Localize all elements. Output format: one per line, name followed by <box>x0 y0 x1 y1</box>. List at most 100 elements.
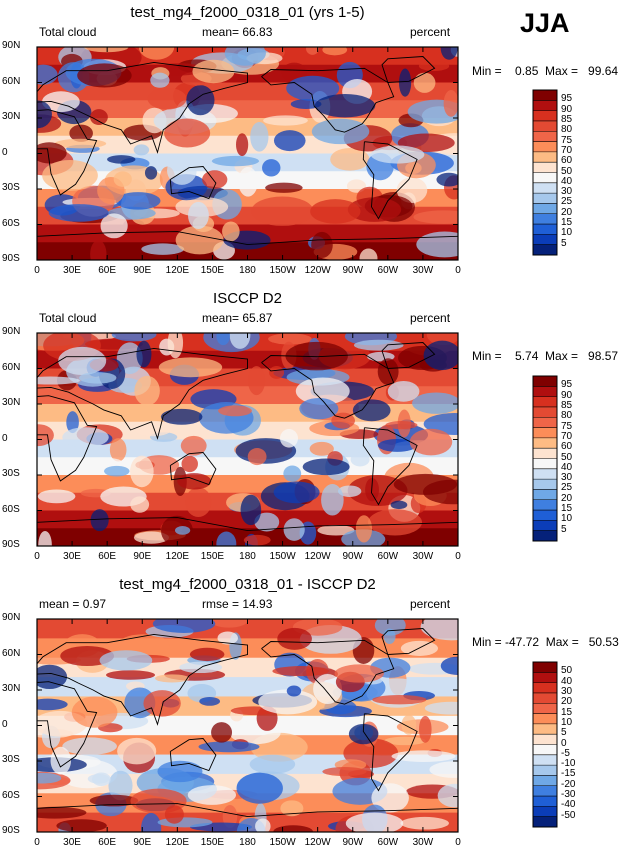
colorbar-label: -10 <box>561 758 576 770</box>
colorbar-label: 5 <box>561 727 567 739</box>
lat-tick-label: 0 <box>2 432 8 444</box>
colorbar-swatch <box>533 193 557 204</box>
coastlines <box>37 628 458 818</box>
map-field <box>37 619 458 832</box>
lon-tick-label: 120W <box>304 837 331 848</box>
colorbar-label: 60 <box>561 155 573 167</box>
lon-tick-label: 60W <box>377 265 399 276</box>
colorbar-swatch <box>533 151 557 163</box>
colorbar-swatch <box>533 90 557 101</box>
lon-tick-label: 90E <box>133 265 152 276</box>
colorbar-swatch <box>533 765 557 776</box>
colorbar-label: 85 <box>561 113 573 125</box>
lat-tick-label: 30N <box>2 683 21 694</box>
lat-tick-label: 30N <box>2 397 21 408</box>
lon-tick-label: 150E <box>200 265 225 276</box>
colorbar-label: 25 <box>561 482 573 494</box>
panel-2 <box>36 332 558 547</box>
colorbar-label: 80 <box>561 410 573 422</box>
panel-left-label: Total cloud <box>39 25 97 39</box>
colorbar-swatch <box>533 396 557 408</box>
colorbar-label: 50 <box>561 451 573 463</box>
colorbar-swatch <box>533 682 557 694</box>
lon-tick-label: 150W <box>269 551 296 562</box>
lon-tick-label: 60E <box>98 551 117 562</box>
lon-tick-label: 150W <box>269 265 296 276</box>
lon-tick-label: 90W <box>342 551 364 562</box>
lon-tick-label: 120E <box>165 265 189 276</box>
colorbar-label: 80 <box>561 124 573 136</box>
lat-tick-label: 30S <box>2 754 20 765</box>
panel-minmax: Min = 5.74 Max = 98.57 <box>472 349 619 363</box>
colorbar-swatch <box>533 182 557 194</box>
lon-tick-label: 0 <box>34 265 40 276</box>
coastlines <box>37 56 458 246</box>
colorbar-label: 40 <box>561 175 573 187</box>
lat-tick-label: 60N <box>2 361 21 373</box>
panel-1 <box>36 46 558 261</box>
colorbar-swatch <box>533 203 557 215</box>
colorbar-label: 50 <box>561 165 573 177</box>
colorbar-swatch <box>533 744 557 756</box>
colorbar-label: 50 <box>561 665 573 677</box>
colorbar-label: 75 <box>561 134 573 146</box>
colorbar-label: 75 <box>561 420 573 432</box>
colorbar-label: 95 <box>561 93 573 105</box>
lon-tick-label: 60E <box>98 837 117 848</box>
colorbar-swatch <box>533 796 557 807</box>
lat-tick-label: 0 <box>2 146 8 158</box>
colorbar <box>532 89 558 256</box>
lat-tick-label: 60S <box>2 789 20 801</box>
lon-tick-label: 90W <box>342 265 364 276</box>
colorbar-label: 30 <box>561 186 573 198</box>
panel-left-label: Total cloud <box>39 311 97 325</box>
lon-tick-label: 90W <box>342 837 364 848</box>
lon-tick-label: 30E <box>63 265 81 276</box>
colorbar-swatch <box>533 172 557 184</box>
colorbar-swatch <box>533 692 557 704</box>
panel-minmax: Min = 0.85 Max = 99.64 <box>472 64 619 78</box>
lon-tick-label: 0 <box>455 265 461 276</box>
panel-units: percent <box>410 311 451 325</box>
colorbar <box>532 661 558 828</box>
map-field <box>37 47 458 260</box>
panel-units: percent <box>410 597 451 611</box>
colorbar-swatch <box>533 530 557 542</box>
colorbar-label: 10 <box>561 716 573 728</box>
lat-tick-label: 90S <box>2 825 20 836</box>
colorbar-label: 60 <box>561 441 573 453</box>
colorbar-swatch <box>533 672 557 684</box>
lon-tick-label: 60W <box>377 837 399 848</box>
season-label: JJA <box>520 8 570 38</box>
colorbar-label: 25 <box>561 196 573 208</box>
lon-tick-label: 30E <box>63 837 81 848</box>
colorbar-label: 20 <box>561 206 573 218</box>
lon-tick-label: 180 <box>239 837 256 848</box>
lon-tick-label: 0 <box>34 837 40 848</box>
lon-tick-label: 30W <box>412 837 434 848</box>
colorbar-label: -50 <box>561 809 576 821</box>
colorbar-swatch <box>533 806 557 818</box>
coastlines <box>37 342 458 532</box>
colorbar-label: 90 <box>561 389 573 401</box>
colorbar-label: 15 <box>561 217 573 229</box>
panel-minmax: Min = -47.72 Max = 50.53 <box>472 635 619 649</box>
colorbar-swatch <box>533 120 557 132</box>
colorbar-label: 40 <box>561 675 573 687</box>
lon-tick-label: 120E <box>165 551 189 562</box>
lat-tick-label: 30N <box>2 111 21 122</box>
lon-tick-label: 180 <box>239 265 256 276</box>
panel-mid-label: mean= 66.83 <box>202 25 273 39</box>
colorbar-swatch <box>533 785 557 797</box>
lon-tick-label: 60W <box>377 551 399 562</box>
colorbar-label: 70 <box>561 144 573 156</box>
colorbar-swatch <box>533 703 557 715</box>
lat-tick-label: 90S <box>2 253 20 264</box>
panel-title: test_mg4_f2000_0318_01 (yrs 1-5) <box>130 4 365 21</box>
lat-tick-label: 90N <box>2 40 21 51</box>
colorbar-swatch <box>533 427 557 439</box>
lon-tick-label: 120W <box>304 265 331 276</box>
colorbar-swatch <box>533 417 557 429</box>
lat-tick-label: 60S <box>2 217 20 229</box>
